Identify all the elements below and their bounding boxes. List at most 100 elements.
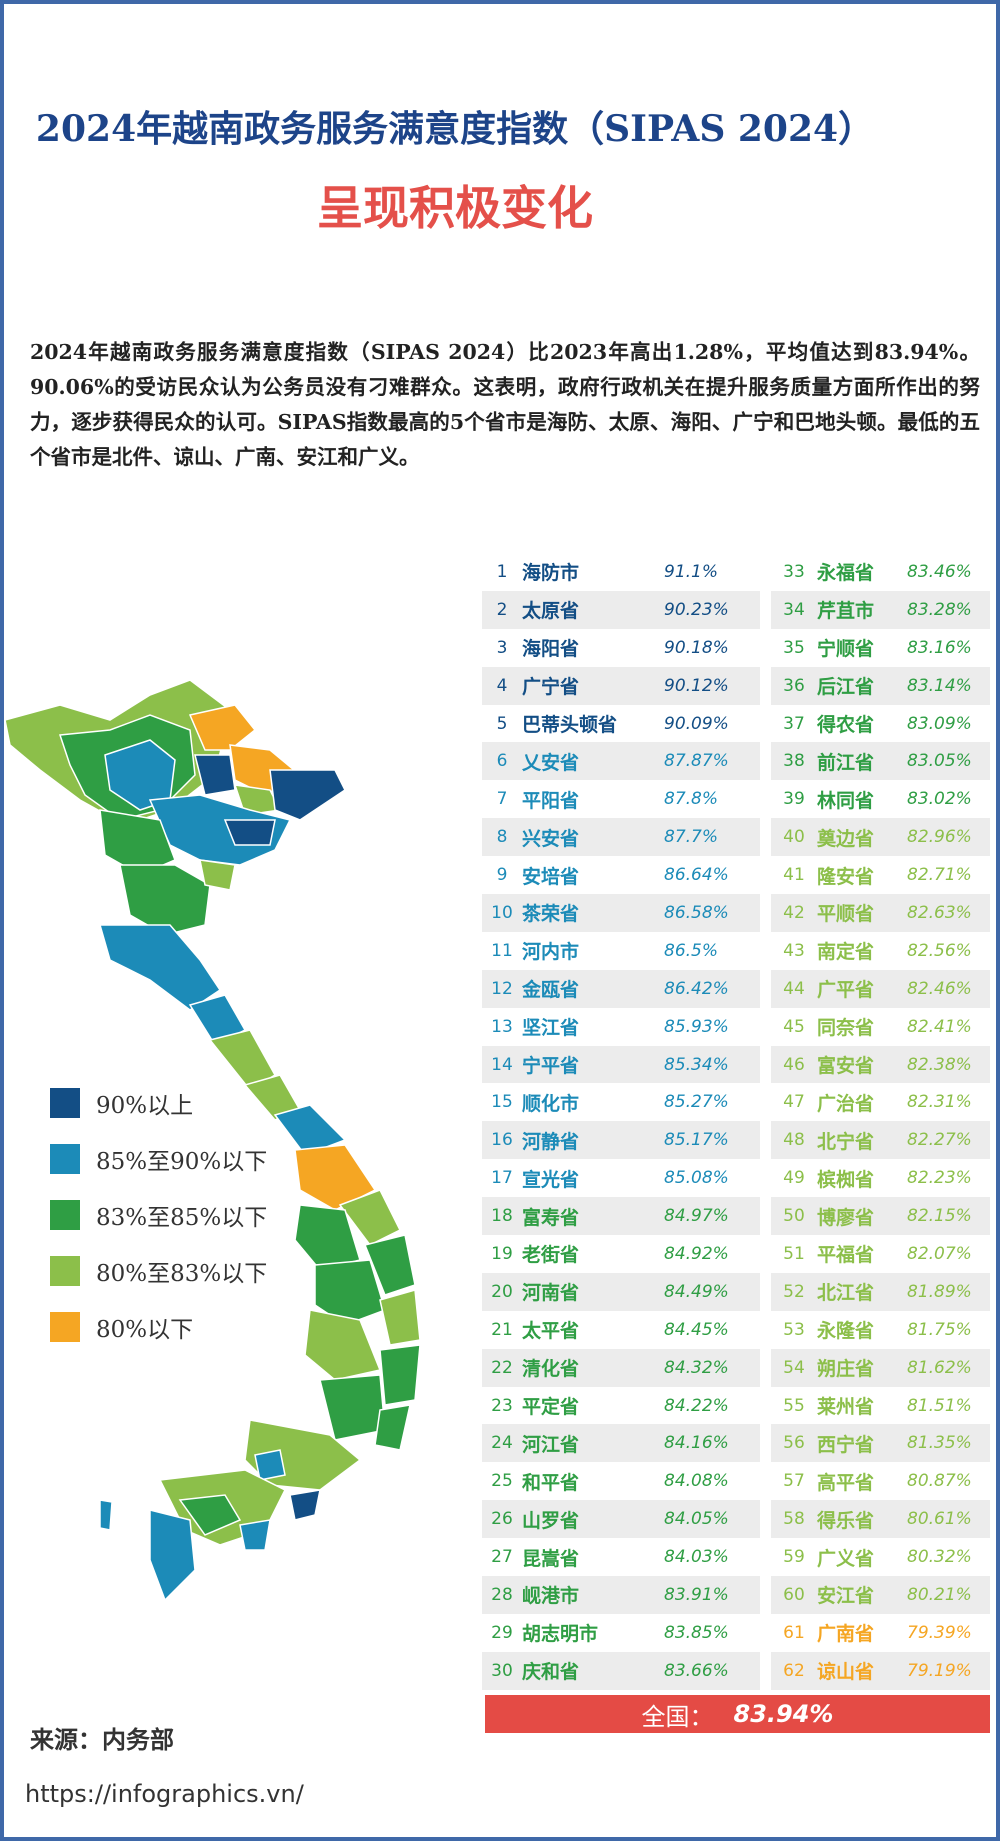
website-url[interactable]: https://infographics.vn/	[25, 1780, 304, 1808]
rank-number: 55	[783, 1395, 805, 1416]
province-value: 81.51%	[907, 1395, 972, 1416]
rank-number: 45	[783, 1016, 805, 1037]
province-value: 83.09%	[907, 713, 972, 734]
province-value: 80.32%	[907, 1547, 972, 1568]
province-value: 82.38%	[907, 1054, 972, 1075]
province-value: 82.71%	[907, 865, 972, 886]
province-value: 83.66%	[664, 1660, 729, 1681]
rank-number: 37	[783, 713, 805, 734]
province-name: 坚江省	[522, 1017, 580, 1040]
province-name: 安江省	[817, 1585, 875, 1608]
rank-number: 39	[783, 789, 805, 810]
page-subtitle: 呈现积极变化	[317, 181, 593, 235]
map-region-caobang	[188, 704, 257, 751]
map-legend: 90%以上 85%至90%以下 83%至85%以下 80%至83%以下 80%以下	[50, 1075, 267, 1355]
table-row: 20 河南省 84.49% 52 北江省 81.89%	[482, 1272, 990, 1311]
province-name: 宁平省	[522, 1055, 580, 1078]
province-name: 广南省	[817, 1623, 875, 1646]
province-name: 博廖省	[817, 1206, 875, 1229]
rank-number: 36	[783, 675, 805, 696]
rank-number: 8	[496, 827, 508, 848]
province-value: 82.41%	[907, 1016, 972, 1037]
ranking-table: 1 海防市 91.1% 33 永福省 83.46% 2 太原省 90.23% 34 芹苴市 83.28…	[482, 553, 990, 1690]
province-value: 84.03%	[664, 1547, 729, 1568]
rank-number: 59	[783, 1547, 805, 1568]
province-value: 84.16%	[664, 1433, 729, 1454]
rank-number: 53	[783, 1319, 805, 1340]
province-value: 84.45%	[664, 1319, 729, 1340]
province-value: 86.58%	[664, 902, 729, 923]
map-region-quangngai	[338, 1189, 402, 1246]
map-region-gialai	[314, 1259, 386, 1326]
map-region-delta	[148, 794, 292, 866]
legend-swatch	[50, 1256, 80, 1286]
legend-label: 83%至85%以下	[96, 1205, 268, 1231]
province-name: 槟椥省	[817, 1168, 875, 1191]
province-value: 82.31%	[907, 1092, 972, 1113]
province-name: 昆嵩省	[522, 1547, 580, 1570]
province-value: 82.96%	[907, 827, 972, 848]
province-value: 91.1%	[664, 561, 719, 582]
province-name: 茶荣省	[522, 903, 580, 926]
rank-number: 7	[496, 789, 508, 810]
table-row: 6 乂安省 87.87% 38 前江省 83.05%	[482, 742, 990, 781]
province-value: 83.02%	[907, 789, 972, 810]
rank-number: 21	[491, 1319, 513, 1340]
rank-number: 56	[783, 1433, 805, 1454]
province-value: 84.32%	[664, 1357, 729, 1378]
table-row: 1 海防市 91.1% 33 永福省 83.46%	[482, 553, 990, 591]
map-region-lamdong	[319, 1374, 386, 1441]
rank-number: 61	[783, 1622, 805, 1643]
table-row: 24 河江省 84.16% 56 西宁省 81.35%	[482, 1424, 990, 1463]
table-row: 22 清化省 84.32% 54 朔庄省 81.62%	[482, 1348, 990, 1387]
legend-item: 80%以下	[50, 1299, 267, 1355]
province-value: 81.62%	[907, 1357, 972, 1378]
province-value: 84.49%	[664, 1281, 729, 1302]
map-region-binhdinh	[363, 1234, 416, 1296]
province-name: 和平省	[522, 1471, 580, 1494]
map-region-namdinh	[199, 859, 236, 891]
province-name: 老街省	[522, 1244, 580, 1267]
rank-number: 24	[491, 1433, 513, 1454]
province-value: 85.27%	[664, 1092, 729, 1113]
rank-number: 47	[783, 1092, 805, 1113]
table-row: 3 海阳省 90.18% 35 宁顺省 83.16%	[482, 629, 990, 667]
province-value: 84.92%	[664, 1243, 729, 1264]
table-row: 23 平定省 84.22% 55 莱州省 81.51%	[482, 1387, 990, 1425]
table-row: 8 兴安省 87.7% 40 奠边省 82.96%	[482, 818, 990, 857]
table-row: 11 河内市 86.5% 43 南定省 82.56%	[482, 932, 990, 970]
province-value: 83.05%	[907, 751, 972, 772]
province-name: 清化省	[522, 1358, 580, 1381]
rank-number: 62	[783, 1660, 805, 1681]
province-name: 南定省	[817, 941, 875, 964]
province-value: 85.08%	[664, 1168, 729, 1189]
map-region-kiengiang	[149, 1509, 196, 1602]
province-name: 北江省	[817, 1282, 875, 1305]
rank-number: 13	[491, 1016, 513, 1037]
rank-number: 11	[491, 940, 513, 961]
province-value: 82.56%	[907, 940, 972, 961]
rank-number: 60	[783, 1584, 805, 1605]
rank-number: 12	[491, 978, 513, 999]
table-row: 19 老街省 84.92% 51 平福省 82.07%	[482, 1235, 990, 1273]
rank-number: 43	[783, 940, 805, 961]
rank-number: 51	[783, 1243, 805, 1264]
province-name: 平阳省	[522, 789, 580, 812]
province-name: 金瓯省	[522, 979, 580, 1002]
province-name: 朔庄省	[817, 1358, 875, 1381]
province-value: 87.7%	[664, 827, 719, 848]
map-region-mekong-green	[178, 1494, 242, 1536]
table-row: 25 和平省 84.08% 57 高平省 80.87%	[482, 1462, 990, 1500]
province-value: 82.27%	[907, 1130, 972, 1151]
source-note: 来源：内务部	[30, 1725, 174, 1754]
map-region-ninhthuan	[374, 1404, 411, 1451]
rank-number: 33	[783, 561, 805, 582]
rank-number: 41	[783, 865, 805, 886]
rank-number: 40	[783, 827, 805, 848]
rank-number: 23	[491, 1395, 513, 1416]
rank-number: 22	[491, 1357, 513, 1378]
province-name: 顺化市	[522, 1092, 580, 1115]
province-value: 81.75%	[907, 1319, 972, 1340]
map-region-thanhhoa	[119, 864, 211, 936]
table-row: 12 金瓯省 86.42% 44 广平省 82.46%	[482, 969, 990, 1008]
